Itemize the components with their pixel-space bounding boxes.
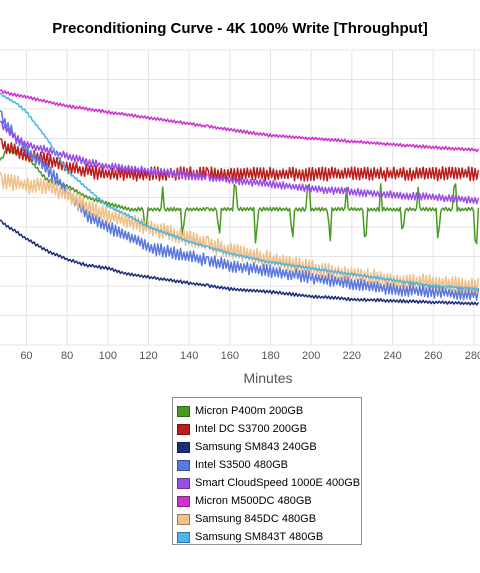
legend-label: Intel S3500 480GB	[195, 459, 288, 471]
x-tick-label: 180	[261, 350, 279, 362]
x-tick-label: 160	[221, 350, 239, 362]
legend-swatch	[177, 513, 190, 525]
legend-label: Samsung SM843 240GB	[195, 441, 317, 453]
series-line-2	[0, 138, 480, 182]
legend-entry[interactable]: Micron M500DC 480GB	[177, 492, 361, 510]
legend-entry[interactable]: Samsung SM843 240GB	[177, 438, 361, 456]
x-tick-label: 80	[61, 350, 73, 362]
x-tick-label: 260	[424, 350, 442, 362]
legend-label: Samsung 845DC 480GB	[195, 513, 317, 525]
x-tick-label: 220	[343, 350, 361, 362]
x-tick-label: 280	[465, 350, 480, 362]
legend-label: Micron P400m 200GB	[195, 405, 304, 417]
legend-entry[interactable]: Intel DC S3700 200GB	[177, 420, 361, 438]
legend-entry[interactable]: Samsung SM843T 480GB	[177, 528, 361, 546]
legend-entry[interactable]: Smart CloudSpeed 1000E 400GB	[177, 474, 361, 492]
series-lines	[0, 89, 480, 306]
series-line-8	[0, 92, 479, 291]
series-line-4	[0, 110, 480, 301]
x-tick-label: 200	[302, 350, 320, 362]
legend-entry[interactable]: Micron P400m 200GB	[177, 402, 361, 420]
x-tick-label: 60	[20, 350, 32, 362]
legend-label: Micron M500DC 480GB	[195, 495, 312, 507]
x-axis-label: Minutes	[243, 370, 293, 386]
series-line-6	[0, 89, 480, 153]
series-line-7	[0, 171, 480, 295]
legend-swatch	[177, 423, 190, 435]
legend-swatch	[177, 531, 190, 543]
legend: Micron P400m 200GB Intel DC S3700 200GB Sa…	[172, 397, 362, 545]
series-line-3	[0, 219, 480, 306]
legend-swatch	[177, 495, 190, 507]
legend-entry[interactable]: Samsung 845DC 480GB	[177, 510, 361, 528]
x-tick-label: 120	[139, 350, 157, 362]
x-tick-label: 100	[99, 350, 117, 362]
x-tick-labels: 60 80 100 120 140 160 180 200 220 240 260 280	[20, 350, 480, 362]
legend-swatch	[177, 405, 190, 417]
x-tick-label: 140	[180, 350, 198, 362]
legend-entry[interactable]: Intel S3500 480GB	[177, 456, 361, 474]
chart-title: Preconditioning Curve - 4K 100% Write [T…	[52, 20, 428, 37]
legend-swatch	[177, 441, 190, 453]
legend-label: Samsung SM843T 480GB	[195, 531, 324, 543]
legend-label: Intel DC S3700 200GB	[195, 423, 307, 435]
x-tick-label: 240	[383, 350, 401, 362]
series-line-5	[0, 120, 480, 205]
legend-swatch	[177, 477, 190, 489]
legend-label: Smart CloudSpeed 1000E 400GB	[195, 477, 361, 489]
series-line-1	[0, 148, 480, 245]
legend-swatch	[177, 459, 190, 471]
